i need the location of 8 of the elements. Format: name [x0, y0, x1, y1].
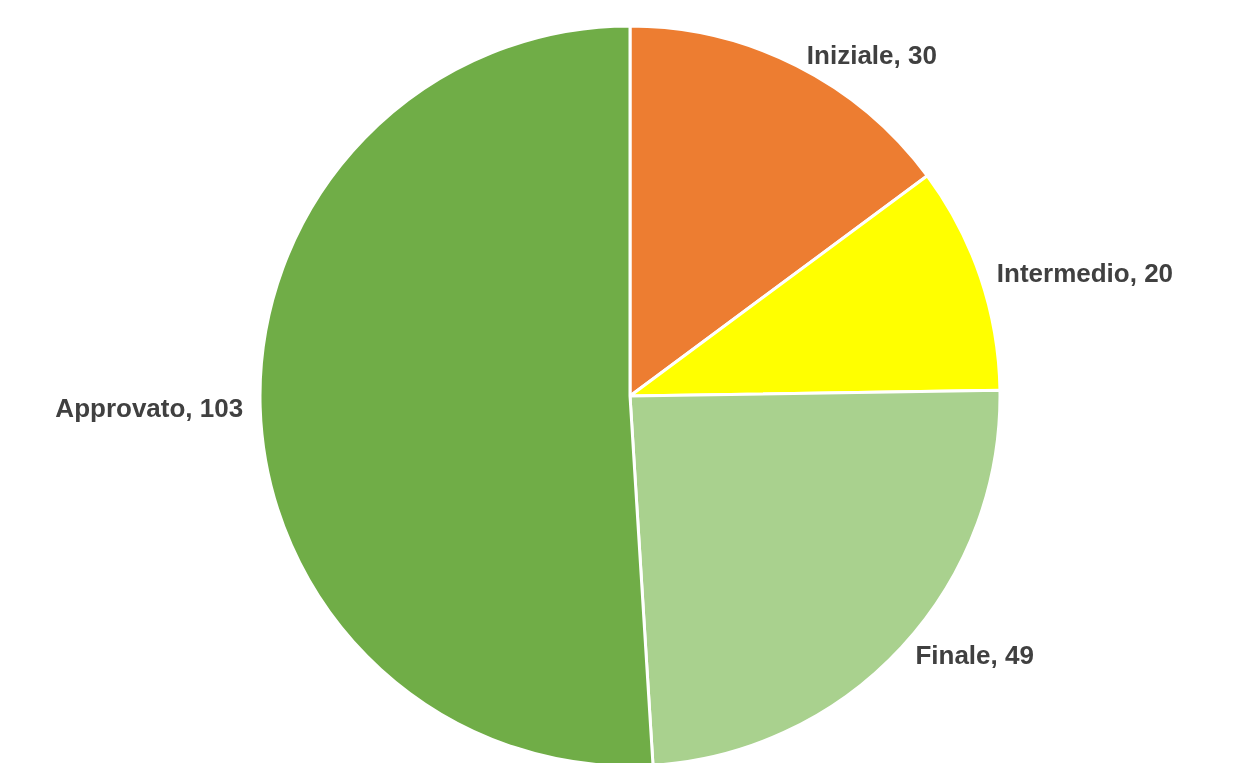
data-label: , 103 [185, 392, 244, 423]
data-label: , 30 [893, 39, 937, 70]
slice-label: Iniziale [806, 39, 894, 70]
slice-label: Intermedio [996, 258, 1130, 289]
data-label: , 20 [1129, 258, 1174, 289]
data-label: , 49 [990, 640, 1034, 671]
slice-label: Finale [915, 640, 991, 671]
slice-label: Approvato [55, 392, 186, 423]
